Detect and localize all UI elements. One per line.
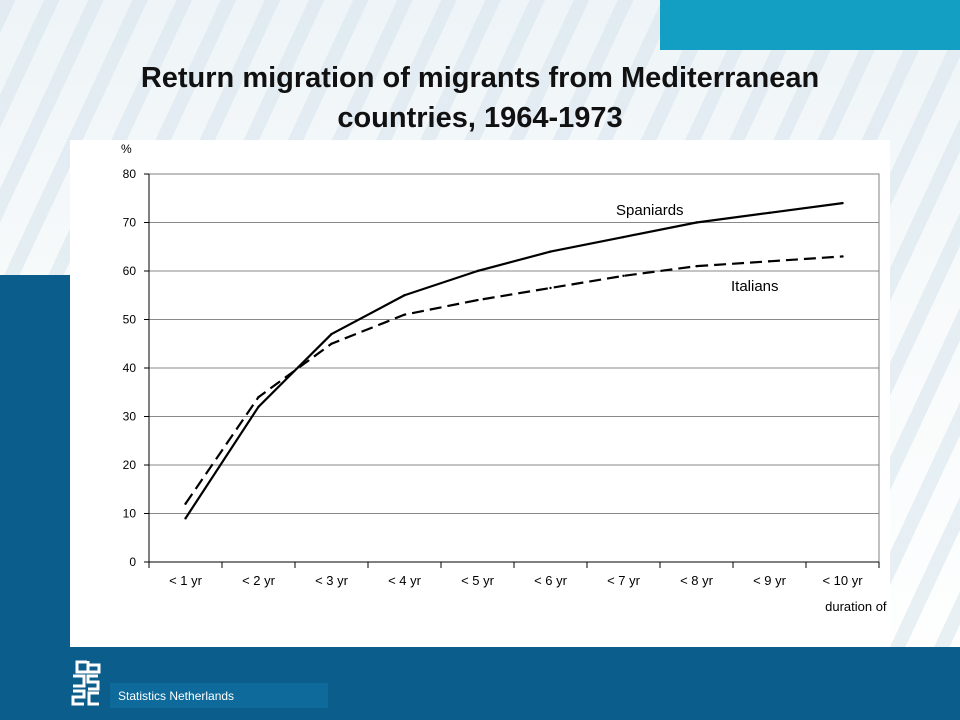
cbs-logo-icon	[71, 660, 101, 706]
series-label-spaniards: Spaniards	[616, 202, 684, 219]
series-label-italians: Italians	[731, 278, 779, 295]
data-point-italians	[768, 260, 771, 263]
data-point-spaniards	[184, 517, 187, 520]
data-point-spaniards	[841, 201, 844, 205]
line-chart: 0 10 20 30 40 50 60 70 80 < 1 yr < 2 yr < 3 yr < 4 y…	[121, 142, 890, 614]
data-point-italians	[184, 502, 187, 505]
y-tick-label: 20	[123, 458, 137, 472]
y-tick-label: 80	[123, 167, 137, 181]
footer-text: Statistics Netherlands	[118, 689, 235, 703]
x-tick-label: < 1 yr	[169, 573, 203, 588]
series-line-spaniards	[184, 202, 843, 519]
y-tick-label: 10	[123, 507, 137, 521]
y-axis-label: %	[121, 142, 132, 156]
data-point-spaniards	[476, 269, 479, 273]
x-tick-label: < 10 yr	[822, 573, 863, 588]
x-tick-label: < 8 yr	[680, 573, 714, 588]
data-point-spaniards	[622, 235, 625, 239]
x-tick-label: < 7 yr	[607, 573, 641, 588]
data-point-spaniards	[695, 221, 698, 224]
data-point-spaniards	[330, 332, 333, 336]
chart-panel: 0 10 20 30 40 50 60 70 80 < 1 yr < 2 yr < 3 yr < 4 y…	[70, 140, 890, 647]
data-point-italians	[330, 342, 333, 345]
x-tick-label: < 2 yr	[242, 573, 276, 588]
y-tick-label: 70	[123, 216, 137, 230]
data-point-italians	[403, 313, 406, 316]
data-point-italians	[549, 286, 552, 290]
data-point-spaniards	[257, 405, 260, 408]
data-point-spaniards	[549, 250, 552, 253]
data-point-spaniards	[768, 211, 771, 214]
data-point-italians	[476, 298, 479, 302]
x-tick-label: < 6 yr	[534, 573, 568, 588]
y-tick-label: 40	[123, 361, 137, 375]
data-point-italians	[257, 395, 260, 399]
data-point-italians	[622, 274, 625, 278]
x-tick-label: < 3 yr	[315, 573, 349, 588]
x-tick-label: < 4 yr	[388, 573, 422, 588]
series-line-italians	[184, 255, 843, 505]
y-tick-label: 60	[123, 264, 137, 278]
y-tick-label: 50	[123, 313, 137, 327]
chart-title: Return migration of migrants from Medite…	[140, 62, 820, 134]
footer-box	[110, 683, 328, 708]
data-point-italians	[695, 264, 698, 268]
y-tick-label: 0	[129, 555, 136, 569]
data-point-spaniards	[403, 294, 406, 297]
data-point-italians	[841, 255, 844, 258]
x-axis-label: duration of stay	[825, 599, 890, 614]
x-tick-label: < 5 yr	[461, 573, 495, 588]
y-tick-label: 30	[123, 410, 137, 424]
top-accent-bar	[660, 0, 960, 50]
x-tick-label: < 9 yr	[753, 573, 787, 588]
left-band	[0, 275, 70, 720]
